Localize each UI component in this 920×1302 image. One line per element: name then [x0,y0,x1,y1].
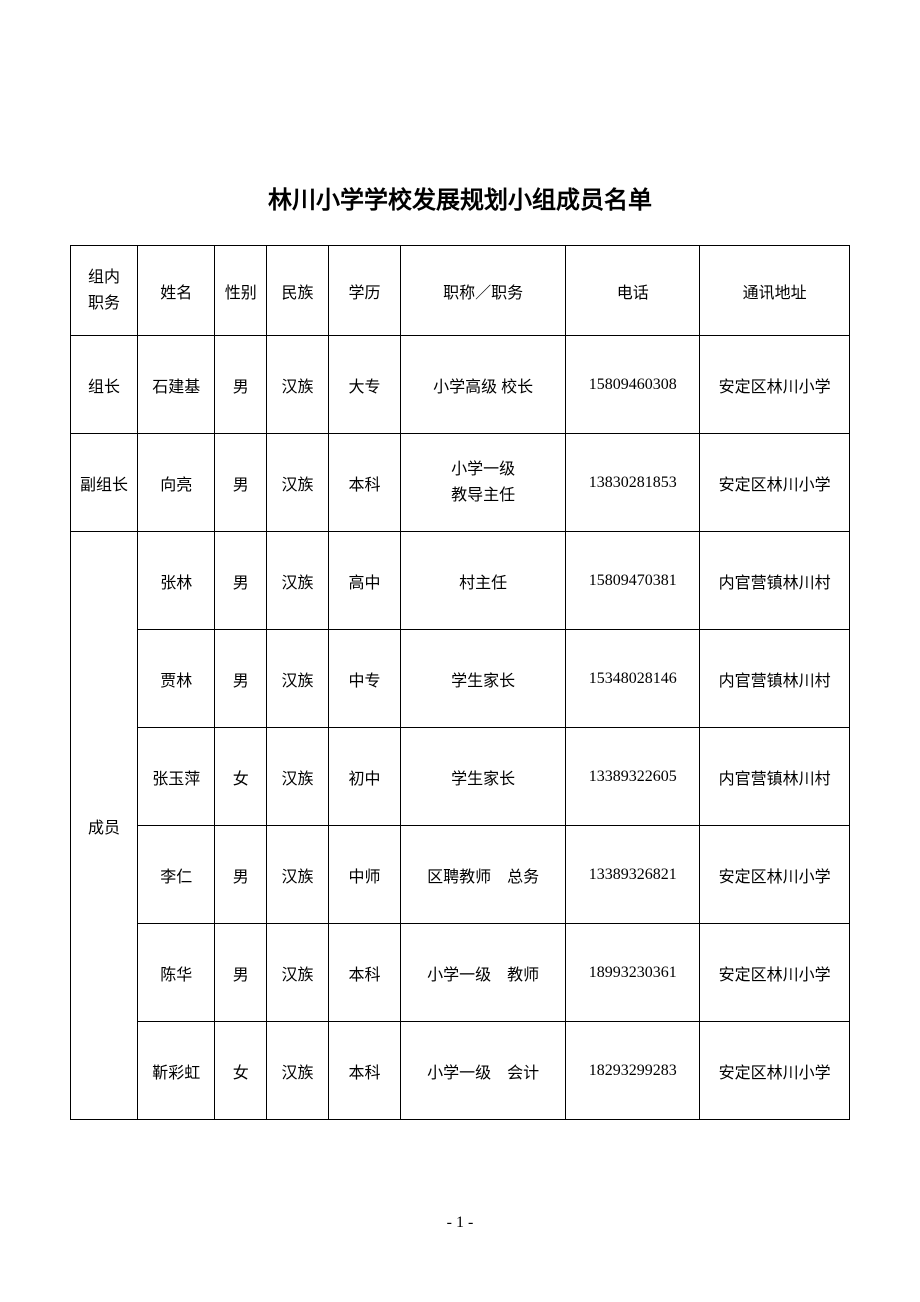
table-row: 组长石建基男汉族大专小学高级 校长15809460308安定区林川小学 [71,336,850,434]
ethnic-cell: 汉族 [267,630,329,728]
name-cell: 靳彩虹 [138,1022,215,1120]
gender-cell: 女 [215,1022,267,1120]
name-cell: 张林 [138,532,215,630]
role-cell: 组长 [71,336,138,434]
education-cell: 中师 [328,826,400,924]
address-cell: 安定区林川小学 [700,924,850,1022]
table-header-row: 组内职务姓名性别民族学历职称／职务电话通讯地址 [71,246,850,336]
title-cell: 学生家长 [401,728,566,826]
table-row: 成员张林男汉族高中村主任15809470381内官营镇林川村 [71,532,850,630]
education-cell: 高中 [328,532,400,630]
phone-cell: 13389322605 [566,728,700,826]
title-cell: 学生家长 [401,630,566,728]
header-cell-role: 组内职务 [71,246,138,336]
education-cell: 本科 [328,924,400,1022]
phone-cell: 15809470381 [566,532,700,630]
header-cell-title: 职称／职务 [401,246,566,336]
phone-cell: 18993230361 [566,924,700,1022]
document-content: 林川小学学校发展规划小组成员名单 组内职务姓名性别民族学历职称／职务电话通讯地址… [0,0,920,1120]
phone-cell: 18293299283 [566,1022,700,1120]
education-cell: 初中 [328,728,400,826]
ethnic-cell: 汉族 [267,728,329,826]
name-cell: 贾林 [138,630,215,728]
gender-cell: 男 [215,336,267,434]
address-cell: 内官营镇林川村 [700,630,850,728]
title-cell: 小学一级教导主任 [401,434,566,532]
gender-cell: 男 [215,826,267,924]
title-cell: 村主任 [401,532,566,630]
table-row: 李仁男汉族中师区聘教师 总务13389326821安定区林川小学 [71,826,850,924]
header-cell-address: 通讯地址 [700,246,850,336]
table-row: 副组长向亮男汉族本科小学一级教导主任13830281853安定区林川小学 [71,434,850,532]
name-cell: 陈华 [138,924,215,1022]
ethnic-cell: 汉族 [267,336,329,434]
phone-cell: 15809460308 [566,336,700,434]
table-row: 靳彩虹女汉族本科小学一级 会计18293299283安定区林川小学 [71,1022,850,1120]
education-cell: 大专 [328,336,400,434]
role-cell: 成员 [71,532,138,1120]
ethnic-cell: 汉族 [267,1022,329,1120]
address-cell: 安定区林川小学 [700,1022,850,1120]
title-cell: 区聘教师 总务 [401,826,566,924]
education-cell: 本科 [328,1022,400,1120]
address-cell: 内官营镇林川村 [700,532,850,630]
phone-cell: 13830281853 [566,434,700,532]
title-cell: 小学高级 校长 [401,336,566,434]
ethnic-cell: 汉族 [267,826,329,924]
table-row: 贾林男汉族中专学生家长15348028146内官营镇林川村 [71,630,850,728]
table-row: 张玉萍女汉族初中学生家长13389322605内官营镇林川村 [71,728,850,826]
table-body: 组内职务姓名性别民族学历职称／职务电话通讯地址组长石建基男汉族大专小学高级 校长… [71,246,850,1120]
gender-cell: 男 [215,630,267,728]
header-cell-education: 学历 [328,246,400,336]
name-cell: 李仁 [138,826,215,924]
gender-cell: 男 [215,532,267,630]
page-number: - 1 - [0,1214,920,1232]
ethnic-cell: 汉族 [267,532,329,630]
phone-cell: 15348028146 [566,630,700,728]
header-cell-ethnic: 民族 [267,246,329,336]
address-cell: 内官营镇林川村 [700,728,850,826]
ethnic-cell: 汉族 [267,924,329,1022]
name-cell: 向亮 [138,434,215,532]
gender-cell: 男 [215,924,267,1022]
address-cell: 安定区林川小学 [700,336,850,434]
header-cell-name: 姓名 [138,246,215,336]
address-cell: 安定区林川小学 [700,434,850,532]
education-cell: 中专 [328,630,400,728]
members-table: 组内职务姓名性别民族学历职称／职务电话通讯地址组长石建基男汉族大专小学高级 校长… [70,245,850,1120]
title-cell: 小学一级 会计 [401,1022,566,1120]
name-cell: 石建基 [138,336,215,434]
header-cell-gender: 性别 [215,246,267,336]
table-row: 陈华男汉族本科小学一级 教师18993230361安定区林川小学 [71,924,850,1022]
address-cell: 安定区林川小学 [700,826,850,924]
page-title: 林川小学学校发展规划小组成员名单 [70,180,850,215]
gender-cell: 男 [215,434,267,532]
ethnic-cell: 汉族 [267,434,329,532]
education-cell: 本科 [328,434,400,532]
role-cell: 副组长 [71,434,138,532]
name-cell: 张玉萍 [138,728,215,826]
title-cell: 小学一级 教师 [401,924,566,1022]
gender-cell: 女 [215,728,267,826]
phone-cell: 13389326821 [566,826,700,924]
header-cell-phone: 电话 [566,246,700,336]
